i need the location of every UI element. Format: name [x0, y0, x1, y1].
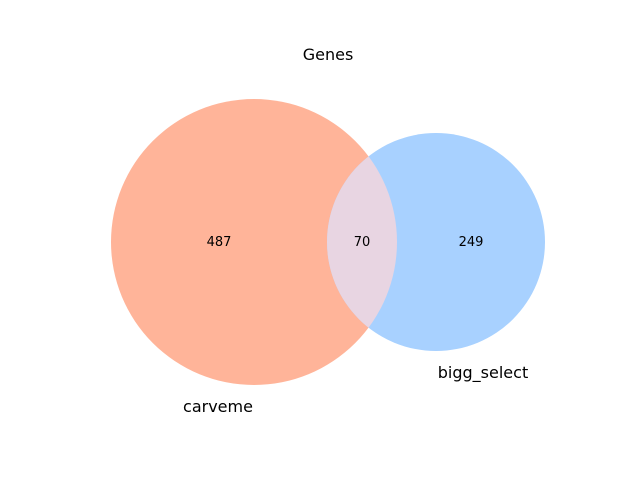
intersection-count: 70	[354, 235, 371, 250]
carveme-only-count: 487	[207, 235, 232, 250]
carveme-label: carveme	[183, 397, 253, 416]
carveme-circle	[111, 99, 397, 385]
bigg-select-label: bigg_select	[438, 363, 528, 383]
bigg-select-only-count: 249	[459, 235, 484, 250]
diagram-title: Genes	[303, 45, 354, 64]
